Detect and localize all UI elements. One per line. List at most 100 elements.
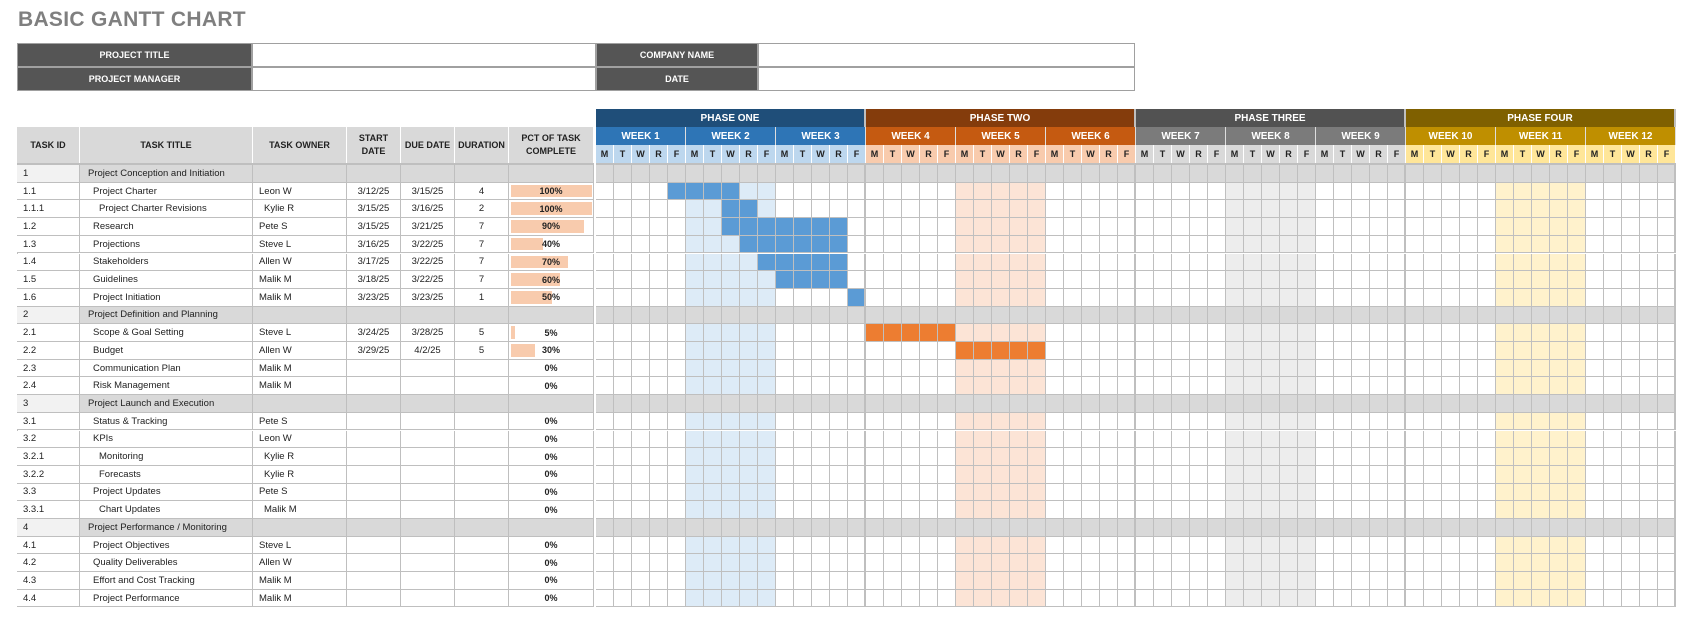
task-title[interactable]: Project Initiation — [80, 288, 253, 307]
gantt-cell[interactable] — [1478, 519, 1496, 537]
gantt-bar-cell[interactable] — [776, 271, 794, 289]
gantt-cell[interactable] — [812, 288, 830, 307]
gantt-cell[interactable] — [1424, 483, 1442, 502]
gantt-cell[interactable] — [1460, 395, 1478, 413]
gantt-cell[interactable] — [686, 342, 704, 360]
gantt-cell[interactable] — [1478, 554, 1496, 573]
gantt-cell[interactable] — [884, 271, 902, 289]
task-start[interactable] — [347, 572, 401, 590]
gantt-cell[interactable] — [1190, 501, 1208, 519]
gantt-cell[interactable] — [1622, 306, 1640, 325]
gantt-cell[interactable] — [1532, 218, 1550, 236]
gantt-cell[interactable] — [956, 324, 974, 342]
task-start[interactable]: 3/18/25 — [347, 271, 401, 289]
gantt-cell[interactable] — [920, 182, 938, 201]
gantt-cell[interactable] — [1100, 572, 1118, 590]
gantt-cell[interactable] — [1568, 288, 1586, 307]
gantt-cell[interactable] — [938, 306, 956, 325]
gantt-cell[interactable] — [1010, 271, 1028, 289]
task-start[interactable] — [347, 412, 401, 431]
gantt-cell[interactable] — [1046, 589, 1064, 608]
gantt-cell[interactable] — [992, 430, 1010, 449]
gantt-cell[interactable] — [1334, 235, 1352, 254]
gantt-cell[interactable] — [722, 465, 740, 484]
gantt-cell[interactable] — [1226, 324, 1244, 342]
gantt-cell[interactable] — [1190, 572, 1208, 590]
gantt-cell[interactable] — [1226, 200, 1244, 219]
gantt-cell[interactable] — [1370, 235, 1388, 254]
gantt-cell[interactable] — [1442, 430, 1460, 449]
gantt-cell[interactable] — [1532, 359, 1550, 378]
task-owner[interactable]: Kylie R — [253, 465, 347, 484]
gantt-cell[interactable] — [1028, 253, 1046, 272]
gantt-cell[interactable] — [632, 253, 650, 272]
gantt-cell[interactable] — [848, 395, 866, 413]
gantt-cell[interactable] — [1460, 536, 1478, 555]
gantt-cell[interactable] — [596, 235, 614, 254]
gantt-cell[interactable] — [1172, 253, 1190, 272]
gantt-cell[interactable] — [1244, 395, 1262, 413]
task-duration[interactable]: 2 — [455, 200, 509, 219]
gantt-cell[interactable] — [1370, 306, 1388, 325]
gantt-cell[interactable] — [1550, 324, 1568, 342]
gantt-cell[interactable] — [1424, 324, 1442, 342]
gantt-cell[interactable] — [1118, 235, 1136, 254]
gantt-cell[interactable] — [1280, 465, 1298, 484]
gantt-cell[interactable] — [1280, 342, 1298, 360]
gantt-cell[interactable] — [938, 589, 956, 608]
gantt-bar-cell[interactable] — [794, 253, 812, 272]
gantt-cell[interactable] — [1082, 288, 1100, 307]
gantt-cell[interactable] — [1532, 483, 1550, 502]
gantt-cell[interactable] — [1658, 218, 1676, 236]
gantt-cell[interactable] — [1280, 536, 1298, 555]
gantt-cell[interactable] — [1208, 519, 1226, 537]
task-title[interactable]: Guidelines — [80, 271, 253, 289]
gantt-cell[interactable] — [1442, 465, 1460, 484]
gantt-cell[interactable] — [884, 253, 902, 272]
gantt-cell[interactable] — [1064, 342, 1082, 360]
gantt-cell[interactable] — [1514, 182, 1532, 201]
gantt-cell[interactable] — [1370, 519, 1388, 537]
gantt-bar-cell[interactable] — [830, 253, 848, 272]
gantt-cell[interactable] — [1244, 235, 1262, 254]
gantt-cell[interactable] — [1226, 165, 1244, 183]
task-title[interactable]: Project Definition and Planning — [80, 306, 253, 325]
gantt-cell[interactable] — [884, 342, 902, 360]
gantt-cell[interactable] — [1370, 359, 1388, 378]
gantt-cell[interactable] — [1172, 554, 1190, 573]
gantt-cell[interactable] — [722, 253, 740, 272]
gantt-cell[interactable] — [1514, 200, 1532, 219]
gantt-cell[interactable] — [920, 342, 938, 360]
gantt-cell[interactable] — [920, 430, 938, 449]
gantt-cell[interactable] — [1046, 572, 1064, 590]
gantt-cell[interactable] — [1082, 412, 1100, 431]
gantt-cell[interactable] — [650, 572, 668, 590]
gantt-cell[interactable] — [938, 359, 956, 378]
task-start[interactable]: 3/17/25 — [347, 253, 401, 272]
gantt-cell[interactable] — [884, 306, 902, 325]
gantt-cell[interactable] — [1244, 430, 1262, 449]
gantt-cell[interactable] — [1622, 182, 1640, 201]
gantt-cell[interactable] — [1100, 288, 1118, 307]
gantt-cell[interactable] — [704, 253, 722, 272]
gantt-cell[interactable] — [1406, 182, 1424, 201]
gantt-cell[interactable] — [1100, 536, 1118, 555]
gantt-cell[interactable] — [650, 342, 668, 360]
task-start[interactable] — [347, 465, 401, 484]
gantt-bar-cell[interactable] — [758, 235, 776, 254]
gantt-cell[interactable] — [668, 448, 686, 466]
gantt-cell[interactable] — [1496, 519, 1514, 537]
gantt-cell[interactable] — [1496, 430, 1514, 449]
gantt-cell[interactable] — [1406, 519, 1424, 537]
gantt-cell[interactable] — [992, 395, 1010, 413]
gantt-bar-cell[interactable] — [668, 182, 686, 201]
gantt-cell[interactable] — [1550, 288, 1568, 307]
gantt-cell[interactable] — [686, 324, 704, 342]
gantt-cell[interactable] — [1010, 519, 1028, 537]
task-start[interactable]: 3/16/25 — [347, 235, 401, 254]
gantt-cell[interactable] — [722, 501, 740, 519]
gantt-cell[interactable] — [1478, 465, 1496, 484]
gantt-cell[interactable] — [974, 288, 992, 307]
gantt-cell[interactable] — [1424, 554, 1442, 573]
gantt-cell[interactable] — [1316, 288, 1334, 307]
